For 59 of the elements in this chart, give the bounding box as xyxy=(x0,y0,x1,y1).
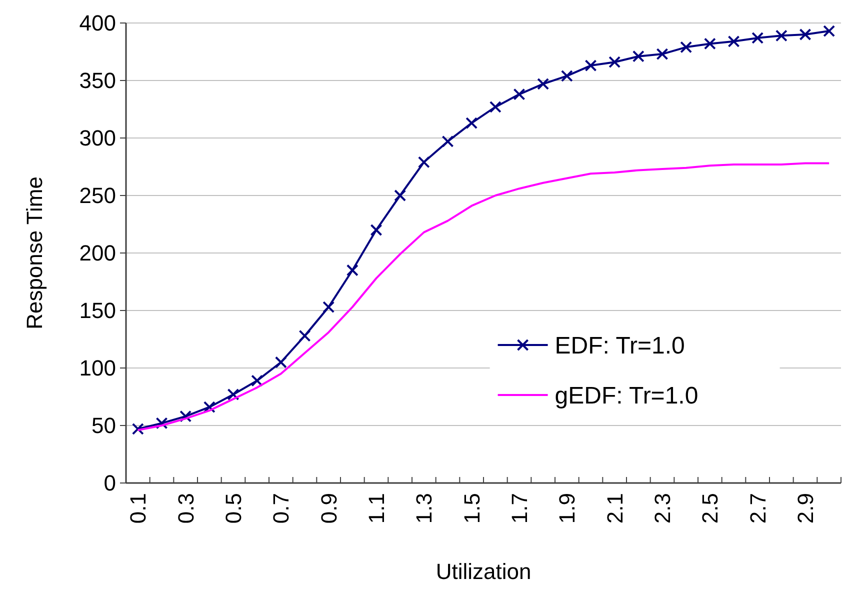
point xyxy=(466,117,478,130)
x-tick-label: 2.7 xyxy=(745,493,770,524)
y-tick-label: 250 xyxy=(79,183,116,208)
point xyxy=(322,301,335,314)
point xyxy=(728,35,740,48)
y-tick-label: 150 xyxy=(79,298,116,324)
x-axis-title: Utilization xyxy=(436,559,532,584)
point xyxy=(227,388,240,400)
legend-label: gEDF: Tr=1.0 xyxy=(554,382,698,410)
point xyxy=(752,32,764,44)
x-tick-label: 2.1 xyxy=(602,493,628,524)
x-tick-label: 0.3 xyxy=(173,493,198,524)
line-series xyxy=(136,162,830,432)
point xyxy=(274,356,287,368)
point xyxy=(632,50,644,62)
point xyxy=(799,28,812,40)
point xyxy=(180,410,192,422)
point xyxy=(656,48,668,60)
x-tick-label: 0.7 xyxy=(268,493,294,524)
point xyxy=(489,100,502,113)
point xyxy=(370,224,382,236)
x-tick-label: 1.7 xyxy=(506,493,532,524)
point xyxy=(442,135,454,148)
y-tick-label: 400 xyxy=(79,10,116,36)
x-tick-label: 1.1 xyxy=(364,493,389,524)
point xyxy=(704,38,716,50)
point xyxy=(132,422,144,435)
point xyxy=(298,330,311,342)
x-tick-label: 1.9 xyxy=(554,493,580,524)
point xyxy=(203,401,216,414)
y-tick-label: 200 xyxy=(79,240,116,266)
point xyxy=(560,70,573,82)
y-tick-label: 0 xyxy=(104,470,116,496)
point xyxy=(537,78,550,90)
point xyxy=(156,417,168,430)
y-axis-title: Response Time xyxy=(22,176,47,330)
y-tick-label: 50 xyxy=(92,413,116,438)
x-tick-label: 0.5 xyxy=(220,493,246,524)
point xyxy=(608,56,621,68)
point xyxy=(418,156,430,168)
point xyxy=(584,60,597,72)
x-tick-label: 2.9 xyxy=(792,493,818,524)
y-tick-label: 300 xyxy=(79,126,116,151)
point xyxy=(251,374,264,387)
point xyxy=(394,190,406,202)
x-tick-label: 0.1 xyxy=(126,493,151,524)
point xyxy=(775,30,788,42)
point xyxy=(680,41,692,54)
x-tick-label: 2.5 xyxy=(698,493,723,524)
y-tick-label: 350 xyxy=(79,68,116,94)
x-tick-label: 2.3 xyxy=(650,493,675,524)
x-tick-label: 1.3 xyxy=(412,493,437,524)
y-tick-label: 100 xyxy=(79,356,116,381)
x-tick-label: 0.9 xyxy=(316,493,342,524)
point xyxy=(513,88,526,100)
point xyxy=(823,25,836,38)
point xyxy=(346,264,358,276)
x-tick-label: 1.5 xyxy=(459,493,484,524)
legend-label: EDF: Tr=1.0 xyxy=(554,332,685,360)
